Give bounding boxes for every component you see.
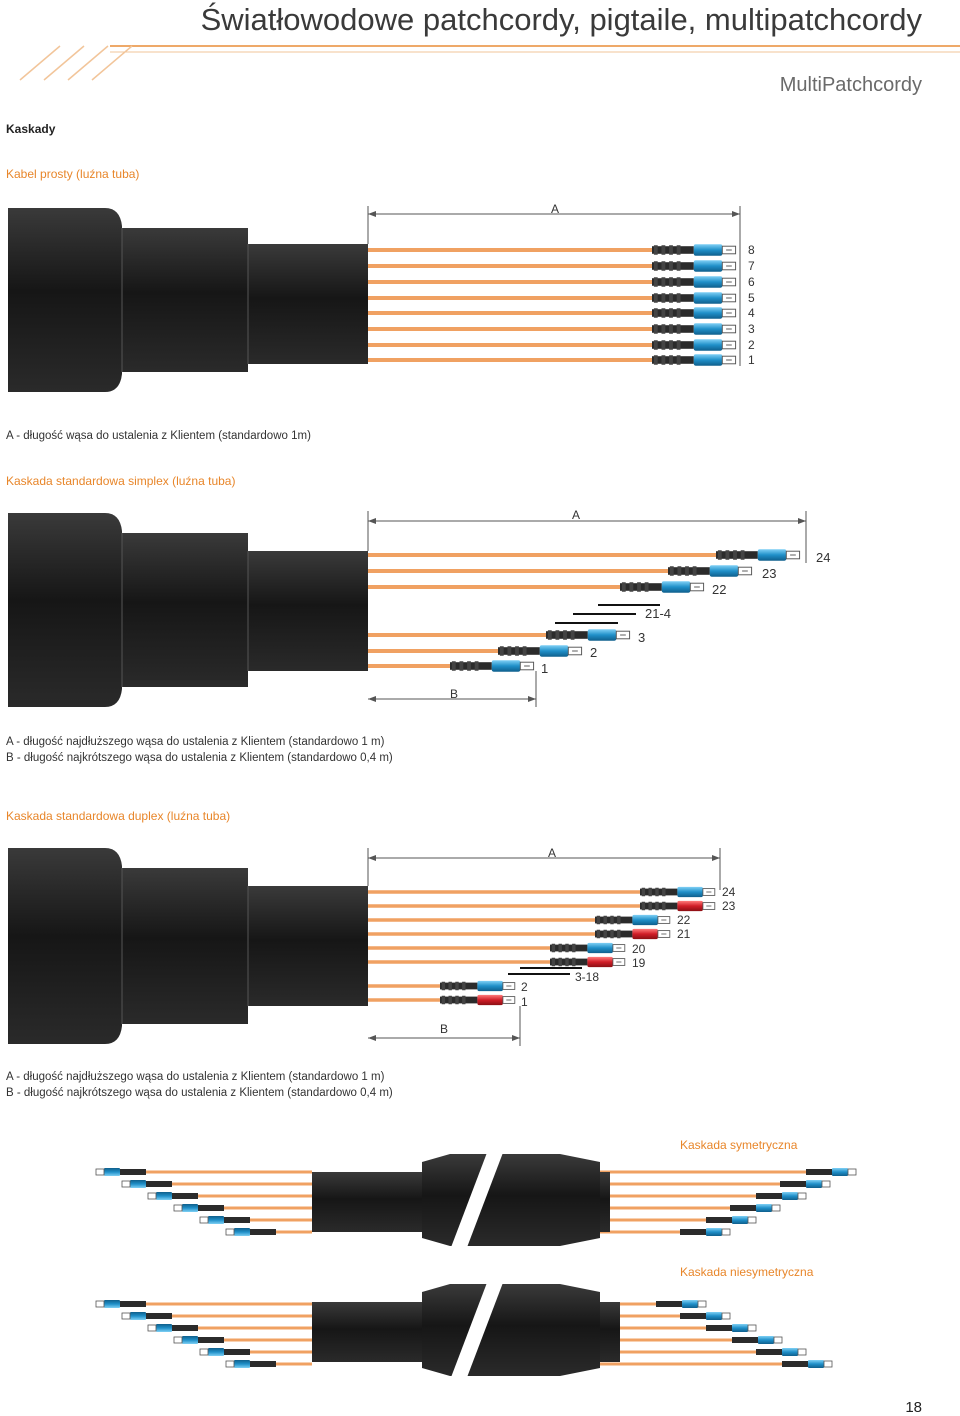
fig1-diagram: A 8 7 6 54 3 21 [8, 202, 755, 392]
connector-icon [594, 928, 671, 940]
fig2-label-2: 2 [590, 645, 597, 660]
section-title: Kaskady [6, 122, 56, 136]
fiber-number: 1 [748, 353, 755, 367]
connector-icon [651, 259, 737, 273]
connector-icon [225, 1227, 277, 1237]
connector-icon [439, 994, 516, 1006]
fig3-note-a: A - długość najdłuższego wąsa do ustalen… [6, 1071, 385, 1083]
connector-icon [651, 306, 737, 320]
connector-icon [449, 659, 535, 673]
connector-icon [121, 1179, 173, 1189]
connector-icon [594, 914, 671, 926]
connector-icon [667, 564, 753, 578]
fig2-label-3: 3 [638, 630, 645, 645]
fig3-label-19: 19 [632, 956, 646, 970]
connector-icon [705, 1323, 757, 1333]
fiber-number: 2 [748, 338, 755, 352]
fig3-label-20: 20 [632, 942, 646, 956]
fig2-label-24: 24 [816, 550, 830, 565]
connector-icon [755, 1347, 807, 1357]
connector-icon [731, 1335, 783, 1345]
connector-icon [147, 1323, 199, 1333]
fig3-label-2: 2 [521, 980, 528, 994]
fig1-title: Kabel prosty (luźna tuba) [6, 167, 140, 181]
connector-icon [497, 644, 583, 658]
fig2-dim-b: B [450, 687, 458, 701]
connector-icon [199, 1215, 251, 1225]
connector-icon [679, 1227, 731, 1237]
fig2-note-b: B - długość najkrótszego wąsa do ustalen… [6, 752, 393, 764]
fig3-label-24: 24 [722, 885, 736, 899]
connector-icon [121, 1311, 173, 1321]
page-number: 18 [905, 1399, 922, 1416]
connector-icon [545, 628, 631, 642]
fig2-dim-a: A [572, 508, 580, 522]
connector-icon [651, 322, 737, 336]
fig1-dim-a: A [551, 202, 559, 216]
fig3-label-23: 23 [722, 899, 736, 913]
connector-icon [705, 1215, 757, 1225]
fig3-dim-a: A [548, 846, 556, 860]
fig4-title: Kaskada symetryczna [680, 1138, 798, 1152]
connector-icon [651, 243, 737, 257]
fig3-title: Kaskada standardowa duplex (luźna tuba) [6, 809, 231, 823]
connector-icon [779, 1179, 831, 1189]
connector-icon [173, 1335, 225, 1345]
connector-icon [147, 1191, 199, 1201]
connector-icon [651, 338, 737, 352]
fig2-diagram: A B 24 23 22 21-4 3 2 1 [8, 508, 830, 707]
fiber-number: 4 [748, 306, 755, 320]
fig3-diagram: A B 24 23 22 21 20 19 3-18 2 1 [8, 846, 736, 1046]
fig2-note-a: A - długość najdłuższego wąsa do ustalen… [6, 736, 385, 748]
fig2-label-1: 1 [541, 661, 548, 676]
connector-icon [95, 1167, 147, 1177]
connector-icon [619, 580, 705, 594]
fig2-label-22: 22 [712, 582, 726, 597]
connector-icon [439, 980, 516, 992]
fig3-label-21: 21 [677, 927, 691, 941]
connector-icon [805, 1167, 857, 1177]
connector-icon [225, 1359, 277, 1369]
connector-icon [173, 1203, 225, 1213]
connector-icon [639, 900, 716, 912]
fig4-diagram [95, 1150, 857, 1250]
fig1-note-a: A - długość wąsa do ustalenia z Klientem… [6, 430, 311, 442]
connector-icon [655, 1299, 707, 1309]
connector-icon [755, 1191, 807, 1201]
connector-icon [715, 548, 801, 562]
connector-icon [549, 942, 626, 954]
connector-icon [651, 353, 737, 367]
connector-icon [95, 1299, 147, 1309]
connector-icon [781, 1359, 833, 1369]
connector-icon [679, 1311, 731, 1321]
connector-icon [651, 291, 737, 305]
fiber-number: 3 [748, 322, 755, 336]
fig5-diagram [95, 1280, 833, 1380]
connector-icon [549, 956, 626, 968]
connector-icon [651, 275, 737, 289]
connector-icon [199, 1347, 251, 1357]
fiber-number: 7 [748, 259, 755, 273]
fiber-number: 5 [748, 291, 755, 305]
page-subtitle: MultiPatchcordy [779, 74, 922, 96]
fig3-note-b: B - długość najkrótszego wąsa do ustalen… [6, 1087, 393, 1099]
fig3-label-3-18: 3-18 [575, 970, 599, 984]
fig2-title: Kaskada standardowa simplex (luźna tuba) [6, 474, 236, 488]
fig3-dim-b: B [440, 1022, 448, 1036]
page-title: Światłowodowe patchcordy, pigtaile, mult… [200, 2, 922, 37]
fig3-label-22: 22 [677, 913, 691, 927]
fig2-label-23: 23 [762, 566, 776, 581]
connector-icon [729, 1203, 781, 1213]
connector-icon [639, 886, 716, 898]
fiber-number: 8 [748, 243, 755, 257]
fig2-label-21-4: 21-4 [645, 606, 671, 621]
header-decor [19, 45, 960, 81]
fig3-label-1: 1 [521, 995, 528, 1009]
fig5-title: Kaskada niesymetryczna [680, 1265, 814, 1279]
fiber-number: 6 [748, 275, 755, 289]
